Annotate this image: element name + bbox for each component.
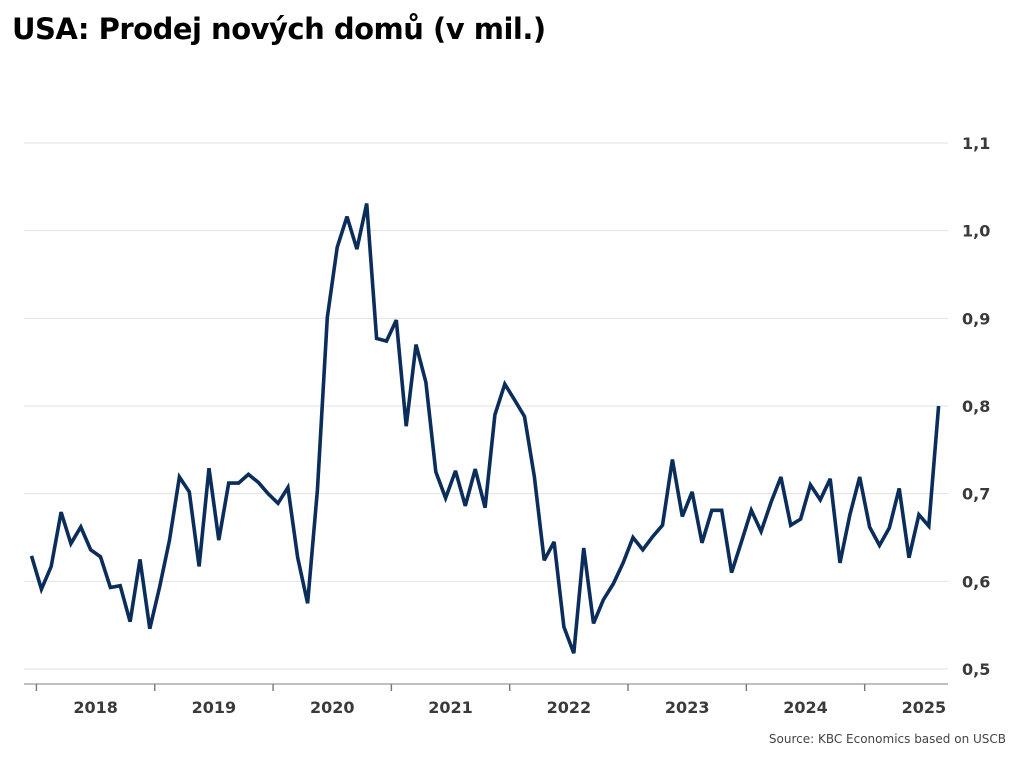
x-tick-label: 2024 <box>783 698 828 717</box>
x-tick-label: 2020 <box>310 698 355 717</box>
y-tick-label: 1,1 <box>962 134 990 153</box>
x-tick-label: 2019 <box>192 698 237 717</box>
y-tick-label: 0,6 <box>962 572 990 591</box>
y-tick-label: 0,9 <box>962 309 990 328</box>
y-tick-label: 1,0 <box>962 222 990 241</box>
source-note: Source: KBC Economics based on USCB <box>768 732 1006 746</box>
series-line <box>29 203 941 654</box>
x-tick-label: 2022 <box>547 698 592 717</box>
y-tick-label: 0,5 <box>962 660 990 679</box>
y-tick-label: 0,8 <box>962 397 990 416</box>
x-tick-label: 2021 <box>428 698 473 717</box>
x-tick-label: 2025 <box>902 698 947 717</box>
x-tick-label: 2018 <box>73 698 118 717</box>
x-tick-label: 2023 <box>665 698 710 717</box>
y-tick-label: 0,7 <box>962 485 990 504</box>
chart-title: USA: Prodej nových domů (v mil.) <box>12 12 546 46</box>
